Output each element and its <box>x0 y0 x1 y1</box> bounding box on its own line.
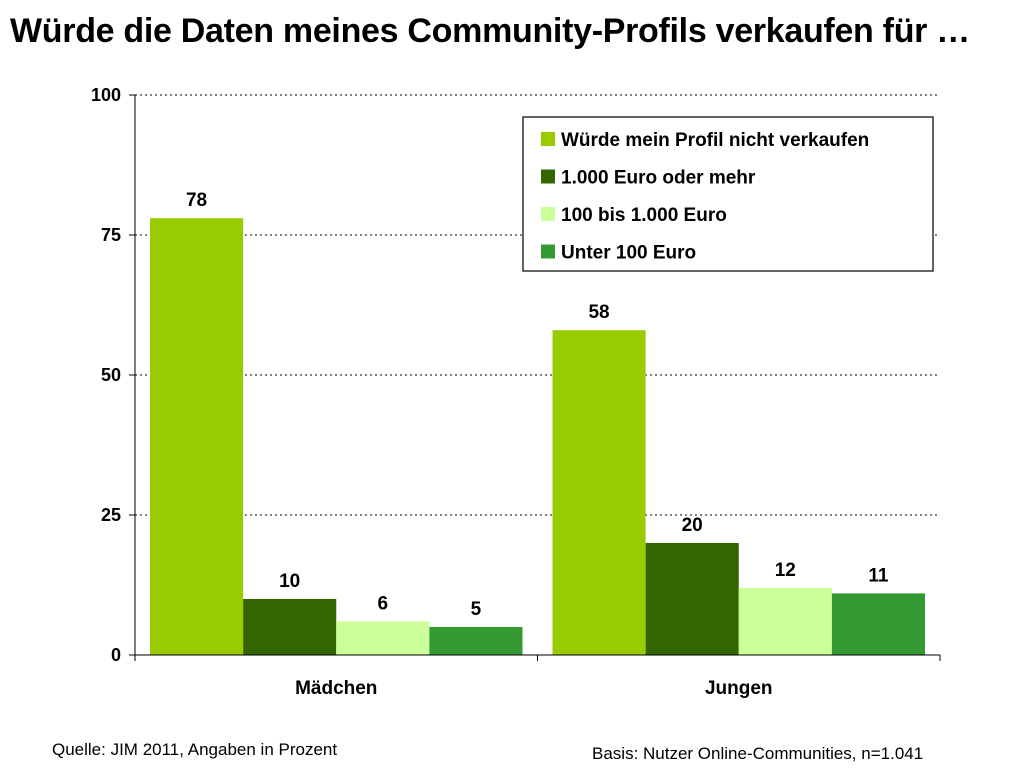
data-label: 20 <box>682 515 703 536</box>
legend-swatch <box>541 132 555 146</box>
legend-label: Würde mein Profil nicht verkaufen <box>561 130 869 151</box>
bar <box>336 621 430 655</box>
bar <box>831 593 925 655</box>
y-tick-label: 25 <box>101 505 121 525</box>
data-label: 78 <box>186 190 207 211</box>
bar <box>738 587 832 655</box>
legend-swatch <box>541 244 555 259</box>
data-label: 5 <box>471 599 482 620</box>
data-label: 12 <box>775 560 796 581</box>
x-tick-label: Mädchen <box>295 678 377 699</box>
bar <box>645 543 739 655</box>
data-label: 58 <box>588 302 609 323</box>
legend-label: 100 bis 1.000 Euro <box>561 205 727 226</box>
data-label: 11 <box>868 565 889 586</box>
chart-title: Würde die Daten meines Community-Profils… <box>10 12 970 50</box>
bar <box>552 330 646 655</box>
basis-note: Basis: Nutzer Online-Communities, n=1.04… <box>592 744 924 763</box>
y-tick-label: 50 <box>101 365 121 385</box>
legend-swatch <box>541 207 555 221</box>
legend: Würde mein Profil nicht verkaufen 1.000 E… <box>522 116 934 272</box>
legend-label: 1.000 Euro oder mehr <box>561 168 756 189</box>
y-tick-label: 100 <box>91 85 121 105</box>
legend-swatch <box>541 169 555 184</box>
y-tick-label: 0 <box>111 645 121 665</box>
bar <box>429 627 523 655</box>
legend-label: Unter 100 Euro <box>561 243 696 264</box>
legend-box <box>522 116 934 272</box>
y-tick-label: 75 <box>101 225 121 245</box>
bar <box>150 218 244 655</box>
data-label: 10 <box>279 571 300 592</box>
source-note: Quelle: JIM 2011, Angaben in Prozent <box>52 740 338 759</box>
x-tick-label: Jungen <box>705 678 773 699</box>
bars <box>150 218 925 655</box>
data-labels: 78 10 6 5 58 20 12 11 <box>186 190 889 620</box>
bar <box>243 599 337 655</box>
data-label: 6 <box>378 593 389 614</box>
axes: 0 25 50 75 100 Mädchen Jungen <box>91 85 941 699</box>
